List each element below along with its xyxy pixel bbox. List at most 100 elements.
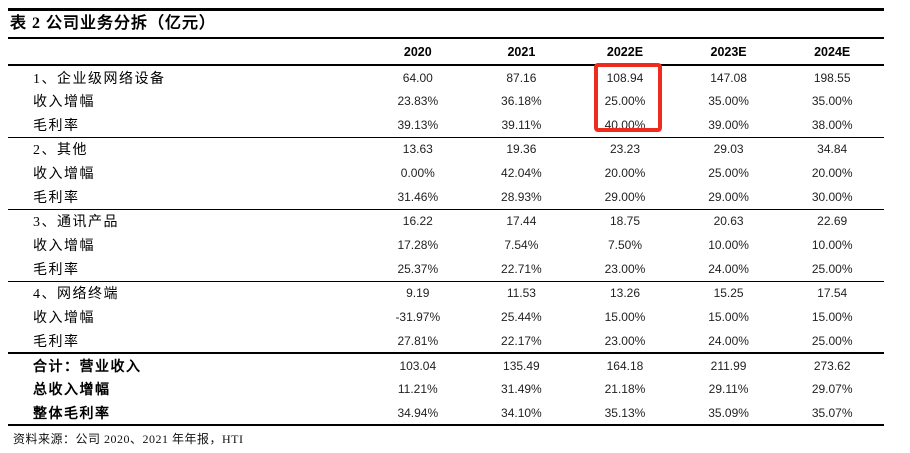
table-row: 收入增幅 -31.97% 25.44% 15.00% 15.00% 15.00% — [8, 305, 884, 329]
value-cell: 39.00% — [708, 117, 749, 132]
value-cell: 87.16 — [506, 70, 537, 85]
value-cell: 29.07% — [811, 382, 853, 396]
value-cell: 39.11% — [501, 117, 542, 132]
value-cell: 135.49 — [503, 358, 540, 373]
row-label: 收入增幅 — [33, 311, 95, 326]
table-row-total-growth: 总收入增幅 11.21% 31.49% 21.18% 29.11% 29.07% — [8, 377, 884, 401]
value-cell: 25.00% — [708, 166, 749, 180]
value-cell: 23.23 — [609, 142, 640, 157]
section-communication-products: 3、通讯产品 16.22 17.44 18.75 20.63 22.69 收入增… — [8, 209, 884, 281]
row-label: 收入增幅 — [33, 167, 95, 182]
row-label: 毛利率 — [33, 190, 80, 206]
value-cell: 147.08 — [710, 70, 747, 85]
value-cell: 40.00% — [604, 117, 646, 132]
value-cell: 7.54% — [504, 238, 539, 252]
table-row: 收入增幅 0.00% 42.04% 20.00% 25.00% 20.00% — [8, 161, 884, 185]
value-cell: 29.11% — [708, 382, 749, 396]
table-row: 毛利率 27.81% 22.17% 23.00% 24.00% 25.00% — [8, 329, 884, 353]
year-header: 2024E — [780, 39, 884, 66]
value-cell: 36.18% — [501, 94, 542, 108]
table-row: 4、网络终端 9.19 11.53 13.26 15.25 17.54 — [8, 281, 884, 305]
value-cell: 25.00% — [811, 333, 853, 348]
value-cell: 34.84 — [817, 142, 848, 157]
table-row-total-margin: 整体毛利率 34.94% 34.10% 35.13% 35.09% 35.07% — [8, 401, 884, 425]
value-cell: 20.00% — [604, 166, 646, 180]
value-cell: 15.25 — [713, 286, 744, 301]
value-cell: 20.00% — [811, 166, 853, 180]
header-label-spacer — [8, 39, 366, 66]
value-cell: -31.97% — [395, 310, 441, 324]
value-cell: 35.09% — [708, 405, 749, 420]
table-row: 毛利率 39.13% 39.11% 40.00% 39.00% 38.00% — [8, 113, 884, 137]
table-row: 收入增幅 23.83% 36.18% 25.00% 35.00% 35.00% — [8, 89, 884, 113]
table-title: 表 2 公司业务分拆（亿元） — [8, 8, 884, 39]
row-label: 收入增幅 — [33, 95, 95, 110]
table-row: 毛利率 31.46% 28.93% 29.00% 29.00% 30.00% — [8, 185, 884, 209]
value-cell: 10.00% — [811, 238, 853, 252]
value-cell: 34.10% — [501, 405, 542, 420]
value-cell: 7.50% — [607, 238, 642, 252]
table-row-total-revenue: 合计：营业收入 103.04 135.49 164.18 211.99 273.… — [8, 353, 884, 377]
value-cell: 35.07% — [811, 405, 853, 420]
value-cell: 17.54 — [817, 286, 848, 301]
business-breakdown-table: 2020 2021 2022E 2023E 2024E 1、企业级网络设备 64… — [8, 39, 884, 426]
header-row: 2020 2021 2022E 2023E 2024E — [8, 39, 884, 66]
value-cell: 20.63 — [713, 214, 744, 229]
table-row: 收入增幅 17.28% 7.54% 7.50% 10.00% 10.00% — [8, 233, 884, 257]
value-cell: 21.18% — [604, 382, 646, 396]
value-cell: 108.94 — [606, 70, 644, 85]
row-label: 3、通讯产品 — [33, 215, 119, 231]
value-cell: 15.00% — [604, 310, 646, 324]
value-cell: 273.62 — [813, 358, 851, 373]
value-cell: 23.00% — [604, 261, 646, 276]
value-cell: 31.49% — [501, 382, 542, 396]
value-cell: 25.44% — [501, 310, 542, 324]
row-label: 4、网络终端 — [33, 287, 119, 303]
year-header: 2021 — [469, 39, 574, 66]
row-label: 毛利率 — [33, 118, 80, 134]
value-cell: 9.19 — [406, 286, 430, 301]
value-cell: 29.00% — [604, 189, 646, 204]
value-cell: 30.00% — [811, 189, 853, 204]
value-cell: 18.75 — [609, 214, 640, 229]
row-label: 整体毛利率 — [33, 406, 111, 422]
source-note: 资料来源：公司 2020、2021 年年报，HTI — [13, 432, 244, 446]
row-label: 收入增幅 — [33, 239, 95, 254]
value-cell: 24.00% — [708, 261, 749, 276]
table-block: 表 2 公司业务分拆（亿元） 2020 2021 2022E 2023E 202… — [8, 8, 884, 447]
value-cell: 15.00% — [811, 310, 853, 324]
value-cell: 31.46% — [397, 189, 439, 204]
year-header: 2023E — [676, 39, 781, 66]
value-cell: 11.21% — [397, 382, 438, 396]
row-label: 合计：营业收入 — [33, 359, 142, 375]
value-cell: 23.00% — [604, 333, 646, 348]
table-header: 2020 2021 2022E 2023E 2024E — [8, 39, 884, 66]
row-label: 1、企业级网络设备 — [33, 71, 166, 87]
value-cell: 25.00% — [811, 261, 853, 276]
section-enterprise-network: 1、企业级网络设备 64.00 87.16 108.94 147.08 198.… — [8, 65, 884, 137]
year-header: 2022E — [573, 39, 677, 66]
value-cell: 35.00% — [708, 94, 749, 108]
value-cell: 10.00% — [708, 238, 749, 252]
value-cell: 11.53 — [506, 286, 536, 301]
value-cell: 25.37% — [397, 261, 439, 276]
value-cell: 164.18 — [606, 358, 644, 373]
row-label: 总收入增幅 — [33, 383, 111, 398]
value-cell: 25.00% — [604, 94, 646, 108]
value-cell: 22.71% — [501, 261, 542, 276]
value-cell: 22.17% — [501, 333, 542, 348]
value-cell: 42.04% — [501, 166, 542, 180]
value-cell: 34.94% — [397, 405, 439, 420]
value-cell: 16.22 — [402, 214, 433, 229]
table-row: 1、企业级网络设备 64.00 87.16 108.94 147.08 198.… — [8, 65, 884, 89]
value-cell: 103.04 — [399, 358, 437, 373]
value-cell: 38.00% — [811, 117, 853, 132]
value-cell: 19.36 — [506, 142, 537, 157]
value-cell: 27.81% — [397, 333, 439, 348]
value-cell: 29.03 — [713, 142, 744, 157]
value-cell: 13.26 — [609, 286, 640, 301]
value-cell: 39.13% — [397, 117, 439, 132]
row-label: 2、其他 — [33, 143, 88, 159]
row-label: 毛利率 — [33, 334, 80, 350]
value-cell: 17.44 — [506, 214, 537, 229]
